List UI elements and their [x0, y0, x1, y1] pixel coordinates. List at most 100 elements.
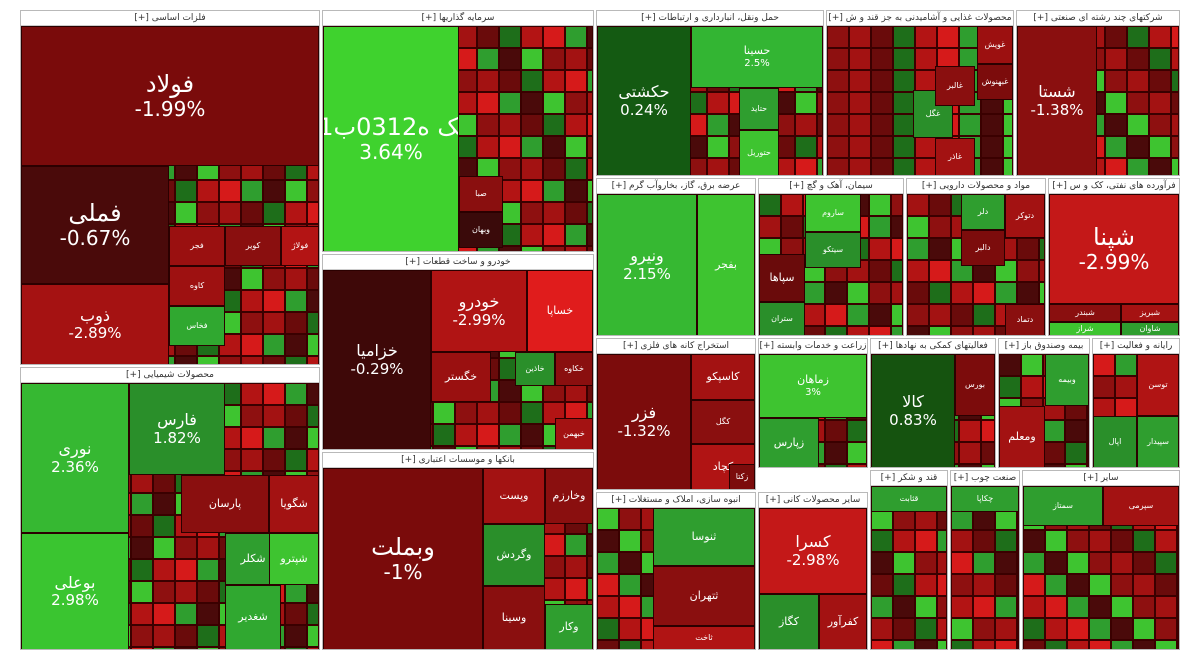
minor-stock-cell[interactable]: [995, 618, 1017, 640]
minor-stock-cell[interactable]: [455, 424, 477, 446]
minor-stock-cell[interactable]: [521, 246, 543, 251]
minor-stock-cell[interactable]: [827, 48, 849, 70]
minor-stock-cell[interactable]: [893, 618, 915, 640]
minor-stock-cell[interactable]: [973, 596, 995, 618]
minor-stock-cell[interactable]: [1017, 552, 1019, 574]
minor-stock-cell[interactable]: [929, 238, 951, 260]
minor-stock-cell[interactable]: [455, 402, 477, 424]
minor-stock-cell[interactable]: [241, 383, 263, 405]
minor-stock-cell[interactable]: [795, 92, 817, 114]
minor-stock-cell[interactable]: [597, 552, 619, 574]
minor-stock-cell[interactable]: [981, 136, 1003, 158]
minor-stock-cell[interactable]: [219, 202, 241, 224]
minor-stock-cell[interactable]: [893, 48, 915, 70]
minor-stock-cell[interactable]: [131, 559, 153, 581]
minor-stock-cell[interactable]: [477, 26, 499, 48]
stock-tile[interactable]: خگستر: [431, 352, 491, 402]
minor-stock-cell[interactable]: [1115, 354, 1137, 376]
minor-stock-cell[interactable]: [871, 70, 893, 92]
minor-stock-cell[interactable]: [587, 246, 593, 251]
minor-stock-cell[interactable]: [937, 530, 947, 552]
minor-stock-cell[interactable]: [1133, 530, 1155, 552]
minor-stock-cell[interactable]: [1111, 574, 1133, 596]
minor-stock-cell[interactable]: [707, 158, 729, 175]
minor-stock-cell[interactable]: [1171, 48, 1179, 70]
minor-stock-cell[interactable]: [893, 596, 915, 618]
sector-title[interactable]: سایر [+]: [1023, 471, 1179, 486]
minor-stock-cell[interactable]: [1039, 260, 1045, 282]
minor-stock-cell[interactable]: [619, 552, 641, 574]
minor-stock-cell[interactable]: [995, 574, 1017, 596]
stock-tile[interactable]: سپرمی: [1103, 486, 1179, 526]
minor-stock-cell[interactable]: [915, 48, 937, 70]
minor-stock-cell[interactable]: [175, 581, 197, 603]
minor-stock-cell[interactable]: [999, 354, 1021, 376]
minor-stock-cell[interactable]: [707, 136, 729, 158]
minor-stock-cell[interactable]: [907, 194, 929, 216]
stock-tile[interactable]: فجر: [169, 226, 225, 266]
minor-stock-cell[interactable]: [1045, 574, 1067, 596]
minor-stock-cell[interactable]: [1149, 48, 1171, 70]
minor-stock-cell[interactable]: [521, 224, 543, 246]
minor-stock-cell[interactable]: [175, 625, 197, 647]
minor-stock-cell[interactable]: [197, 180, 219, 202]
minor-stock-cell[interactable]: [827, 92, 849, 114]
minor-stock-cell[interactable]: [131, 625, 153, 647]
minor-stock-cell[interactable]: [499, 48, 521, 70]
minor-stock-cell[interactable]: [521, 402, 543, 424]
minor-stock-cell[interactable]: [285, 290, 307, 312]
minor-stock-cell[interactable]: [1133, 596, 1155, 618]
minor-stock-cell[interactable]: [891, 194, 903, 216]
stock-tile[interactable]: غالبر: [935, 66, 975, 106]
minor-stock-cell[interactable]: [1039, 282, 1045, 304]
minor-stock-cell[interactable]: [891, 216, 903, 238]
stock-tile[interactable]: فولاد -1.99%: [21, 26, 319, 166]
minor-stock-cell[interactable]: [869, 238, 891, 260]
minor-stock-cell[interactable]: [597, 530, 619, 552]
minor-stock-cell[interactable]: [1105, 70, 1127, 92]
stock-tile[interactable]: شبریز: [1121, 304, 1179, 322]
minor-stock-cell[interactable]: [1043, 442, 1065, 464]
minor-stock-cell[interactable]: [1087, 464, 1089, 467]
minor-stock-cell[interactable]: [1017, 618, 1019, 640]
stock-tile[interactable]: خاذین: [515, 352, 555, 386]
minor-stock-cell[interactable]: [1021, 354, 1043, 376]
minor-stock-cell[interactable]: [153, 581, 175, 603]
stock-tile[interactable]: کالا 0.83%: [871, 354, 955, 467]
stock-tile[interactable]: ونیرو 2.15%: [597, 194, 697, 335]
minor-stock-cell[interactable]: [871, 552, 893, 574]
minor-stock-cell[interactable]: [543, 92, 565, 114]
minor-stock-cell[interactable]: [959, 464, 981, 467]
minor-stock-cell[interactable]: [893, 136, 915, 158]
minor-stock-cell[interactable]: [543, 556, 565, 578]
minor-stock-cell[interactable]: [891, 282, 903, 304]
minor-stock-cell[interactable]: [871, 640, 893, 649]
minor-stock-cell[interactable]: [893, 114, 915, 136]
stock-tile[interactable]: وگردش: [483, 524, 545, 586]
minor-stock-cell[interactable]: [849, 26, 871, 48]
minor-stock-cell[interactable]: [907, 304, 929, 326]
minor-stock-cell[interactable]: [929, 304, 951, 326]
minor-stock-cell[interactable]: [285, 356, 307, 364]
minor-stock-cell[interactable]: [1065, 420, 1087, 442]
minor-stock-cell[interactable]: [1149, 136, 1171, 158]
minor-stock-cell[interactable]: [477, 402, 499, 424]
minor-stock-cell[interactable]: [587, 158, 593, 180]
minor-stock-cell[interactable]: [521, 158, 543, 180]
minor-stock-cell[interactable]: [869, 216, 891, 238]
minor-stock-cell[interactable]: [543, 26, 565, 48]
minor-stock-cell[interactable]: [619, 574, 641, 596]
minor-stock-cell[interactable]: [587, 92, 593, 114]
sector-title[interactable]: فعالیتهای کمکی به نهادها [+]: [871, 339, 995, 354]
minor-stock-cell[interactable]: [1149, 158, 1171, 175]
minor-stock-cell[interactable]: [433, 424, 455, 446]
minor-stock-cell[interactable]: [893, 70, 915, 92]
minor-stock-cell[interactable]: [907, 282, 929, 304]
minor-stock-cell[interactable]: [587, 26, 593, 48]
minor-stock-cell[interactable]: [521, 92, 543, 114]
minor-stock-cell[interactable]: [973, 282, 995, 304]
minor-stock-cell[interactable]: [197, 559, 219, 581]
minor-stock-cell[interactable]: [825, 420, 847, 442]
minor-stock-cell[interactable]: [499, 158, 521, 180]
minor-stock-cell[interactable]: [825, 442, 847, 464]
